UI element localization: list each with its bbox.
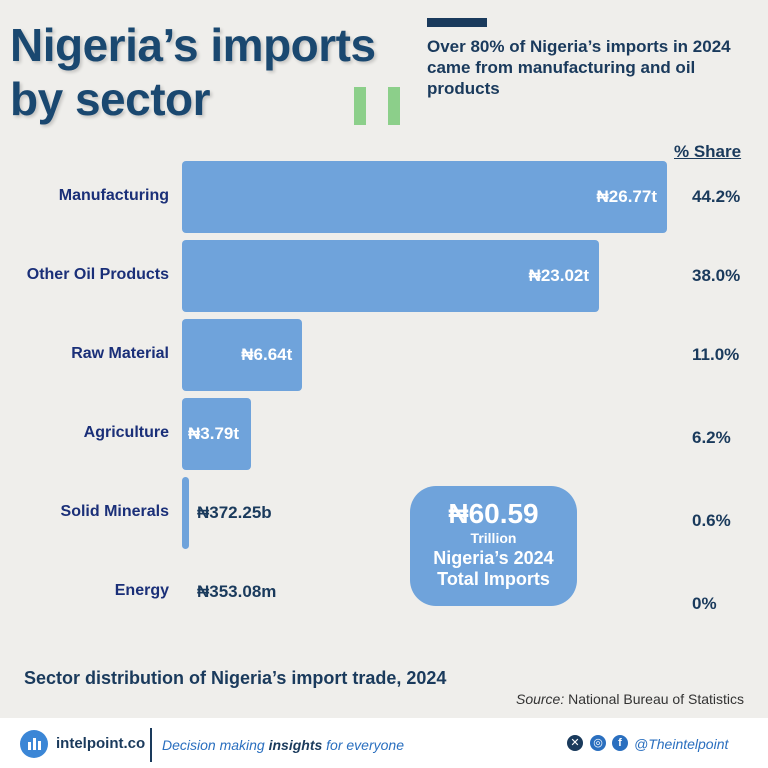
category-label: Manufacturing [58, 187, 169, 204]
data-label: ₦26.77t [596, 187, 657, 206]
category-label: Raw Material [71, 345, 169, 362]
source-label: Source: [515, 691, 565, 707]
category-label: Solid Minerals [60, 503, 169, 520]
tagline-prefix: Decision making [162, 737, 269, 753]
source-text: National Bureau of Statistics [568, 691, 744, 707]
total-caption-line-2: Total Imports [437, 569, 550, 589]
accent-line [427, 18, 487, 27]
intelpoint-logo-icon[interactable] [20, 730, 48, 758]
chart-caption: Sector distribution of Nigeria’s import … [24, 668, 447, 688]
footer: intelpoint.co Decision making insights f… [0, 718, 768, 768]
bar [182, 240, 600, 312]
share-value: 38.0% [692, 266, 741, 285]
share-value: 0.6% [692, 511, 731, 530]
total-unit: Trillion [470, 530, 517, 546]
total-caption-line-1: Nigeria’s 2024 [433, 548, 554, 568]
x-icon[interactable]: ✕ [567, 735, 583, 751]
title-line-2: by sector [10, 73, 211, 125]
tagline-suffix: for everyone [322, 737, 404, 753]
data-label: ₦6.64t [241, 345, 293, 364]
chart-subtitle: Over 80% of Nigeria’s imports in 2024 ca… [427, 37, 731, 98]
category-label: Agriculture [83, 424, 169, 441]
data-label: ₦353.08m [197, 582, 277, 601]
chart-title: Nigeria’s imports by sector [10, 18, 376, 126]
bar [182, 398, 251, 470]
total-amount: ₦60.59 [448, 498, 539, 529]
total-caption: Nigeria’s 2024 Total Imports [410, 548, 577, 590]
category-label: Energy [114, 582, 169, 599]
total-imports-badge: ₦60.59 Trillion Nigeria’s 2024 Total Imp… [410, 486, 577, 606]
share-value: 11.0% [692, 345, 740, 364]
bar [182, 161, 667, 233]
title-line-1: Nigeria’s imports [10, 19, 376, 71]
share-value: 6.2% [692, 428, 731, 447]
share-value: 44.2% [692, 187, 741, 206]
facebook-icon[interactable]: f [612, 735, 628, 751]
share-value: 0% [692, 594, 717, 613]
instagram-icon[interactable]: ◎ [590, 735, 606, 751]
tagline-bold: insights [268, 737, 323, 753]
footer-divider [150, 728, 152, 762]
tagline: Decision making insights for everyone [162, 737, 404, 753]
social-handle[interactable]: @Theintelpoint [634, 736, 729, 752]
source-note: Source: National Bureau of Statistics [516, 691, 744, 707]
bar [182, 477, 189, 549]
quote-mark-icon [354, 87, 402, 125]
data-label: ₦23.02t [528, 266, 590, 285]
data-label: ₦3.79t [188, 424, 240, 443]
category-label: Other Oil Products [26, 266, 169, 283]
share-column-header: % Share [674, 142, 742, 161]
data-label: ₦372.25b [197, 503, 272, 522]
bar [182, 319, 303, 391]
brand-link[interactable]: intelpoint.co [56, 735, 146, 752]
